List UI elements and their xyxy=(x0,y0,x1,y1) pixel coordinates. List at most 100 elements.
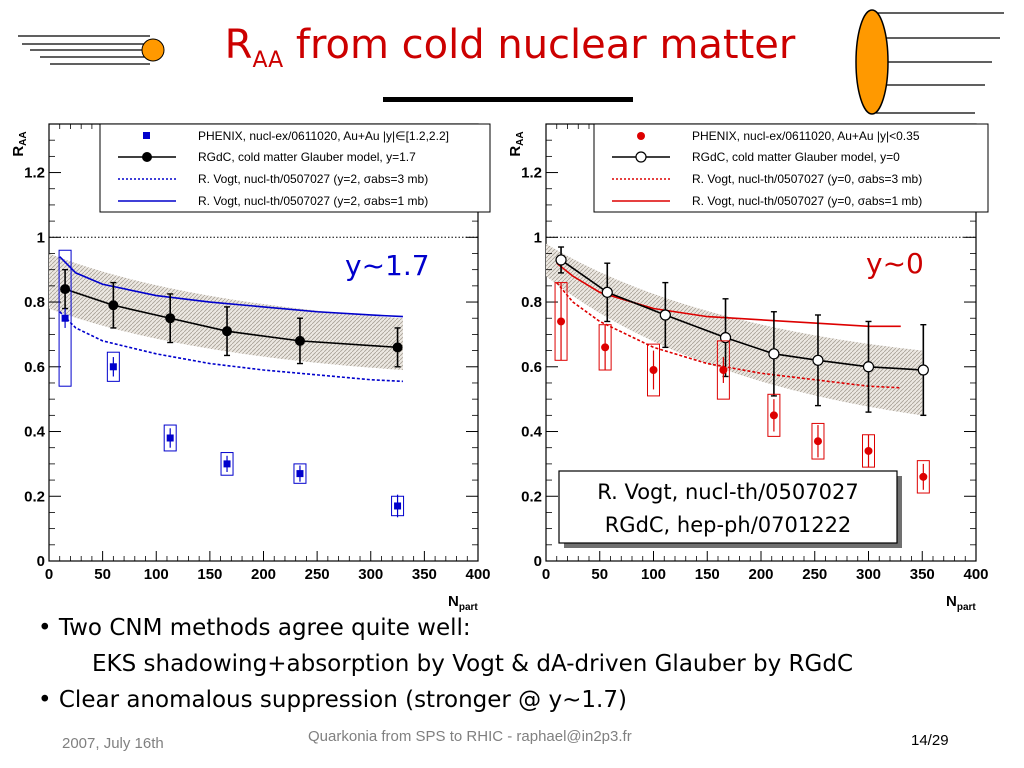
x-tick-label: 350 xyxy=(412,566,437,583)
glauber-uncertainty-band xyxy=(49,253,403,371)
vogt-1mb-curve xyxy=(556,262,901,328)
y-tick-label: 0 xyxy=(534,553,542,570)
data-syst-box xyxy=(916,460,930,494)
x-tick-label: 50 xyxy=(591,566,608,583)
legend-box xyxy=(99,123,491,213)
legend-box xyxy=(593,123,989,213)
panel-label: y~1.7 xyxy=(345,249,430,282)
slide-title: RAA from cold nuclear matter xyxy=(150,22,870,73)
glauber-point xyxy=(812,354,824,366)
footer-center: Quarkonia from SPS to RHIC - raphael@in2… xyxy=(308,728,632,745)
vogt-3mb-curve xyxy=(556,282,901,389)
bullet-1-detail: EKS shadowing+absorption by Vogt & dA-dr… xyxy=(92,651,853,677)
data-syst-box xyxy=(293,463,307,484)
y-tick-label: 0.6 xyxy=(521,359,542,376)
data-point xyxy=(166,434,174,442)
data-point xyxy=(864,446,873,455)
x-tick-label: 150 xyxy=(695,566,720,583)
meteor-icon-left xyxy=(18,35,165,65)
data-syst-box xyxy=(106,351,120,382)
x-tick-label: 300 xyxy=(358,566,383,583)
data-point xyxy=(61,314,69,322)
glauber-point xyxy=(862,361,875,373)
y-tick-label: 0 xyxy=(37,553,45,570)
title-underline xyxy=(383,97,633,102)
y-tick-label: 0.4 xyxy=(24,424,46,441)
y-tick-label: 0.2 xyxy=(24,488,45,505)
x-tick-label: 0 xyxy=(45,566,53,583)
y-axis-label: RAA xyxy=(10,131,29,156)
x-tick-label: 400 xyxy=(963,566,988,583)
title-r: R xyxy=(224,22,253,68)
x-tick-label: 200 xyxy=(748,566,773,583)
bullet-2: • Clear anomalous suppression (stronger … xyxy=(38,687,627,713)
glauber-point xyxy=(222,326,233,337)
data-syst-box xyxy=(811,422,825,460)
nucleus-icon-right xyxy=(855,9,1004,115)
x-tick-label: 100 xyxy=(641,566,666,583)
vogt-3mb-curve xyxy=(59,311,403,383)
bullet-list: • Two CNM methods agree quite well: EKS … xyxy=(38,610,853,718)
glauber-point xyxy=(768,348,780,360)
footer-date: 2007, July 16th xyxy=(62,735,164,752)
x-tick-label: 250 xyxy=(305,566,330,583)
y-tick-label: 0.8 xyxy=(521,294,542,311)
annotation-line-1: R. Vogt, nucl-th/0507027 xyxy=(597,480,858,504)
data-point xyxy=(769,411,778,420)
data-point xyxy=(813,437,822,446)
glauber-uncertainty-band xyxy=(546,243,923,416)
y-tick-label: 1.2 xyxy=(521,165,542,182)
legend-entry: R. Vogt, nucl-th/0507027 (y=0, σabs=3 mb… xyxy=(692,172,922,186)
x-tick-label: 150 xyxy=(197,566,222,583)
y-tick-label: 0.4 xyxy=(521,424,543,441)
glauber-point xyxy=(555,254,567,266)
bullet-1: • Two CNM methods agree quite well: xyxy=(38,615,471,641)
x-tick-label: 300 xyxy=(856,566,881,583)
glauber-point xyxy=(719,332,732,344)
legend-entry: R. Vogt, nucl-th/0507027 (y=2, σabs=3 mb… xyxy=(198,172,428,186)
legend-entry: R. Vogt, nucl-th/0507027 (y=0, σabs=1 mb… xyxy=(692,194,922,208)
data-point xyxy=(394,502,402,510)
chart-panel-mid: 0 50 100 150 200 250 300 350 400 0 0.2 0.4 0.6 0.8 1 1.… xyxy=(507,123,989,613)
legend-marker-data xyxy=(637,132,645,140)
y-axis-label: RAA xyxy=(507,131,526,156)
chart-panel-forward: 0 50 100 150 200 250 300 350 400 0 0.2 0.4 0.6 0.8 1 1.… xyxy=(10,123,491,613)
y-tick-label: 1.2 xyxy=(24,165,45,182)
data-syst-box xyxy=(58,249,72,387)
x-tick-label: 400 xyxy=(465,566,490,583)
title-rest: from cold nuclear matter xyxy=(283,22,796,68)
glauber-curve xyxy=(64,288,398,349)
legend-marker-data xyxy=(143,132,150,139)
data-point xyxy=(109,363,117,371)
glauber-point xyxy=(917,364,929,376)
glauber-point xyxy=(392,342,403,353)
legend-entry: R. Vogt, nucl-th/0507027 (y=2, σabs=1 mb… xyxy=(198,194,428,208)
y-tick-label: 1 xyxy=(37,229,45,246)
glauber-point xyxy=(601,286,613,298)
x-axis-label: Npart xyxy=(946,593,976,613)
data-point xyxy=(557,317,566,326)
glauber-point xyxy=(60,284,71,295)
annotation-box: R. Vogt, nucl-th/0507027 RGdC, hep-ph/070… xyxy=(558,470,902,548)
legend-marker-glauber xyxy=(635,151,647,163)
legend-entry: PHENIX, nucl-ex/0611020, Au+Au |y|∈[1.2,… xyxy=(198,129,449,143)
legend-entry: RGdC, cold matter Glauber model, y=1.7 xyxy=(198,150,416,164)
data-syst-box xyxy=(647,343,660,397)
data-point xyxy=(601,343,610,352)
legend-marker-glauber xyxy=(142,152,152,162)
x-tick-label: 200 xyxy=(251,566,276,583)
vogt-1mb-curve xyxy=(59,256,403,318)
glauber-point xyxy=(165,313,176,324)
data-syst-box xyxy=(220,452,234,476)
x-tick-label: 350 xyxy=(910,566,935,583)
title-subscript: AA xyxy=(252,48,284,73)
y-tick-label: 0.8 xyxy=(24,294,45,311)
legend-entry: RGdC, cold matter Glauber model, y=0 xyxy=(692,150,900,164)
y-tick-label: 0.6 xyxy=(24,359,45,376)
y-tick-label: 0.2 xyxy=(521,488,542,505)
data-point xyxy=(649,366,658,375)
annotation-panel xyxy=(558,470,898,544)
x-tick-label: 0 xyxy=(542,566,550,583)
y-tick-label: 1 xyxy=(534,229,542,246)
legend: PHENIX, nucl-ex/0611020, Au+Au |y|<0.35 R… xyxy=(593,123,989,213)
